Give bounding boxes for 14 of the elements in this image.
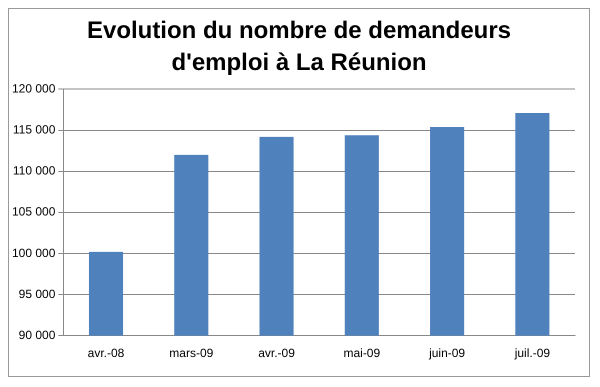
y-tick-label: 105 000: [12, 204, 56, 219]
y-tick-label: 120 000: [12, 82, 56, 96]
y-tick-label: 90 000: [18, 328, 56, 342]
y-tick-label: 100 000: [12, 246, 56, 260]
y-tick-label: 95 000: [18, 286, 56, 301]
x-tick-label: juil.-09: [514, 346, 550, 360]
y-tick-label: 115 000: [12, 122, 56, 137]
x-tick-label: mai-09: [343, 346, 380, 360]
x-tick-label: avr.-09: [258, 346, 296, 360]
x-tick-label: juin-09: [428, 346, 466, 360]
chart-title: Evolution du nombre de demandeurs d'emploi à La Réunion: [86, 16, 512, 78]
y-tick-label: 110 000: [12, 164, 56, 178]
x-tick-label: avr.-08: [88, 346, 125, 360]
x-tick-label: mars-09: [169, 346, 214, 360]
